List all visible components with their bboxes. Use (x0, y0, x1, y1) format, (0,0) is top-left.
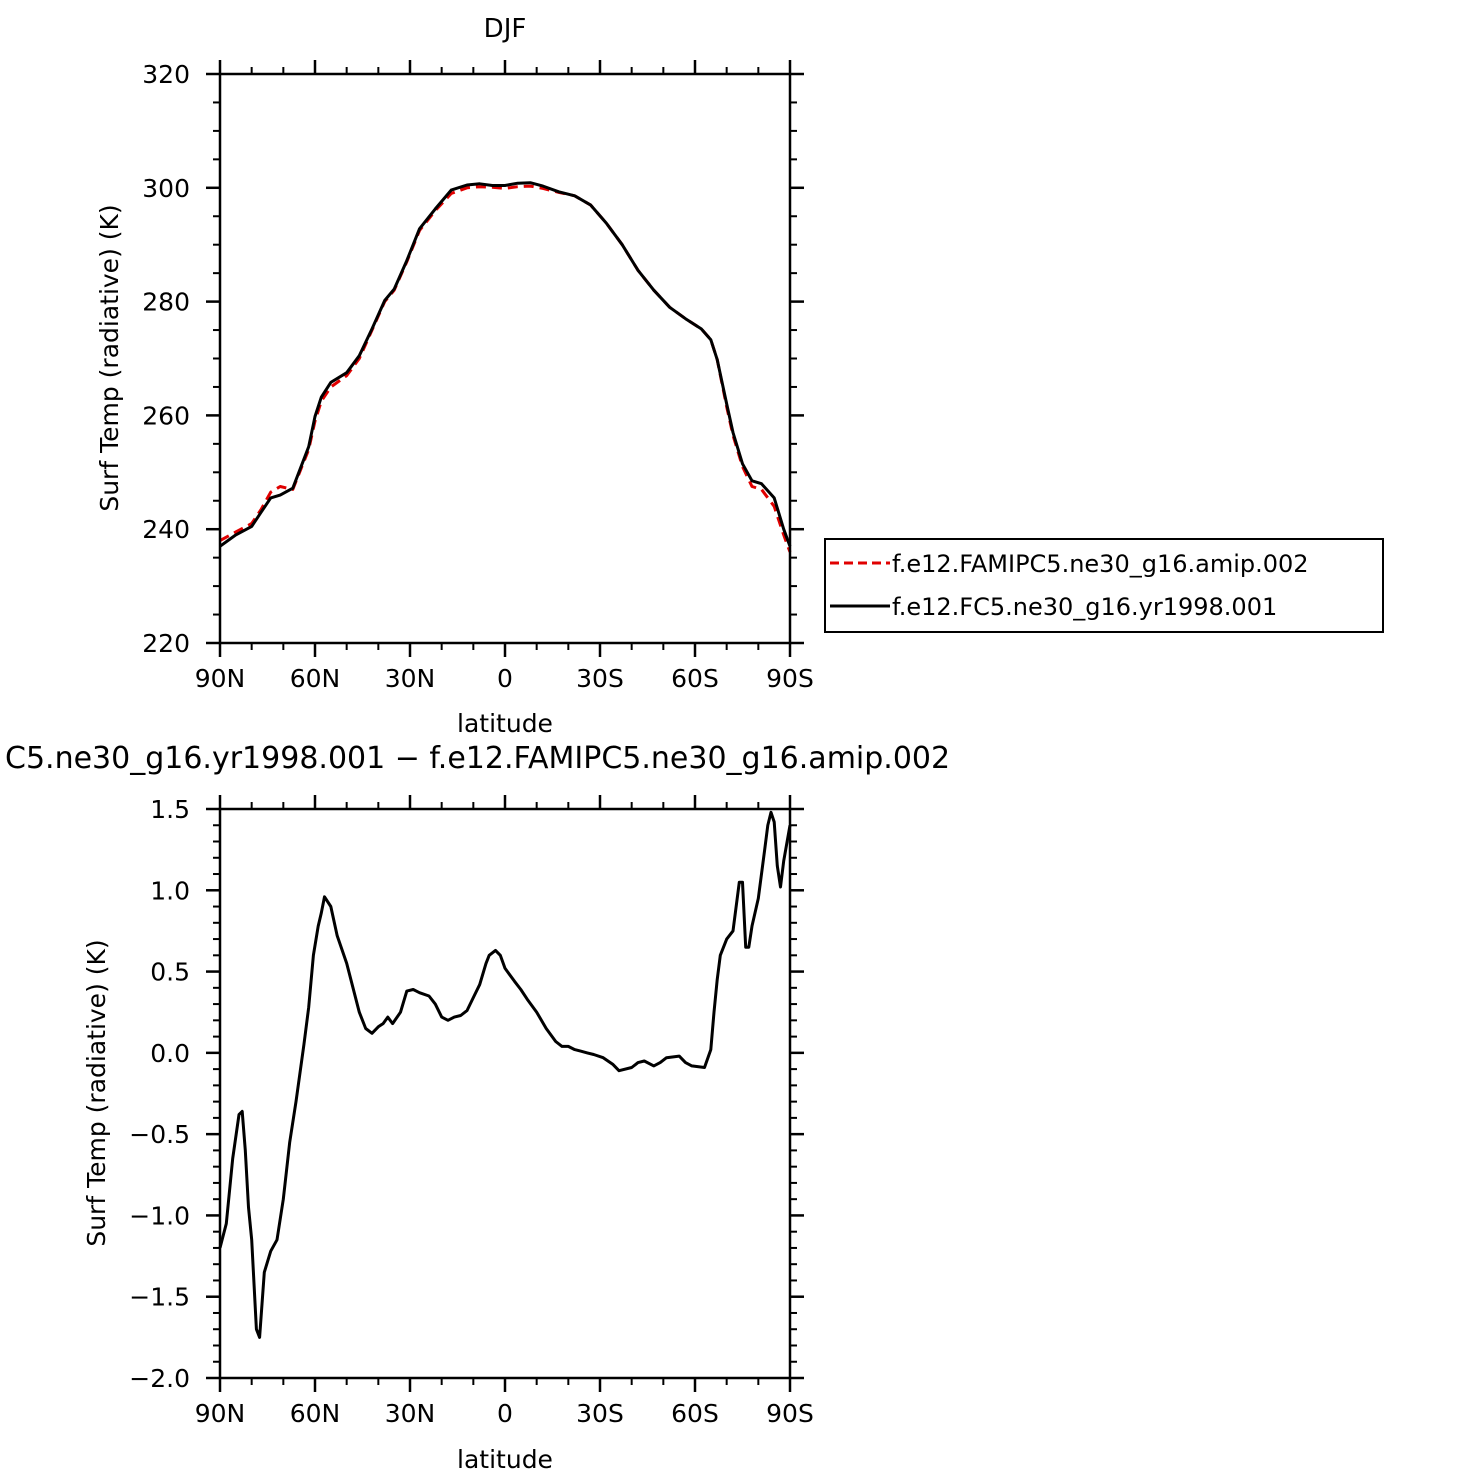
x-tick-label: 0 (497, 664, 513, 693)
x-tick-labels: 90N 60N 30N 0 30S 60S 90S (195, 1399, 814, 1428)
x-tick-label: 90S (766, 664, 814, 693)
difference-panel: C5.ne30_g16.yr1998.001 − f.e12.FAMIPC5.n… (5, 741, 950, 1474)
plot-frame (218, 807, 792, 1380)
x-tick-label: 90N (195, 1399, 246, 1428)
y-tick-label: 260 (142, 401, 190, 430)
legend-box (824, 538, 1384, 633)
x-tick-label: 30S (576, 1399, 624, 1428)
y-tick-label: 280 (142, 288, 190, 317)
plot-frame (218, 72, 792, 645)
y-tick-label: 0.0 (150, 1039, 190, 1068)
y-tick-label: −1.5 (129, 1283, 190, 1312)
x-tick-label: 60N (290, 1399, 341, 1428)
y-tick-label: 1.0 (150, 876, 190, 905)
x-tick-label: 60S (671, 664, 719, 693)
y-tick-label: 220 (142, 629, 190, 658)
y-tick-label: 320 (142, 60, 190, 89)
y-tick-label: −2.0 (129, 1364, 190, 1393)
y-tick-label: 300 (142, 174, 190, 203)
x-tick-labels: 90N 60N 30N 0 30S 60S 90S (195, 664, 814, 693)
y-axis-label: Surf Temp (radiative) (K) (82, 939, 111, 1246)
x-tick-label: 30N (385, 1399, 436, 1428)
series-line-1 (219, 181, 792, 548)
x-tick-label: 90N (195, 664, 246, 693)
y-axis-label: Surf Temp (radiative) (K) (95, 204, 124, 511)
legend-label-fc5: f.e12.FC5.ne30_g16.yr1998.001 (892, 593, 1277, 621)
y-tick-label: 1.5 (150, 795, 190, 824)
x-tick-label: 30S (576, 664, 624, 693)
x-tick-label: 60S (671, 1399, 719, 1428)
x-tick-label: 60N (290, 664, 341, 693)
y-tick-label: −1.0 (129, 1201, 190, 1230)
x-axis-label: latitude (457, 709, 553, 738)
y-tick-labels: 1.5 1.0 0.5 0.0 −0.5 −1.0 −1.5 −2.0 (129, 795, 190, 1393)
chart-title: DJF (484, 14, 527, 44)
series-line-0 (218, 810, 792, 1339)
legend-label-amip: f.e12.FAMIPC5.ne30_g16.amip.002 (892, 550, 1309, 578)
y-tick-label: 0.5 (150, 958, 190, 987)
difference-title: C5.ne30_g16.yr1998.001 − f.e12.FAMIPC5.n… (5, 741, 950, 776)
axis-ticks (206, 60, 804, 657)
x-tick-label: 90S (766, 1399, 814, 1428)
y-tick-label: 240 (142, 515, 190, 544)
x-tick-label: 0 (497, 1399, 513, 1428)
x-axis-label: latitude (457, 1445, 553, 1474)
series-line-0 (219, 184, 792, 553)
djf-mean-panel: DJF Surf Temp (radiative) (K) latitude 2… (95, 14, 814, 738)
y-tick-labels: 220 240 260 280 300 320 (142, 60, 190, 658)
series-lines (218, 810, 792, 1339)
y-tick-label: −0.5 (129, 1120, 190, 1149)
legend: f.e12.FAMIPC5.ne30_g16.amip.002 f.e12.FC… (824, 538, 1384, 633)
series-lines (219, 181, 792, 553)
x-tick-label: 30N (385, 664, 436, 693)
